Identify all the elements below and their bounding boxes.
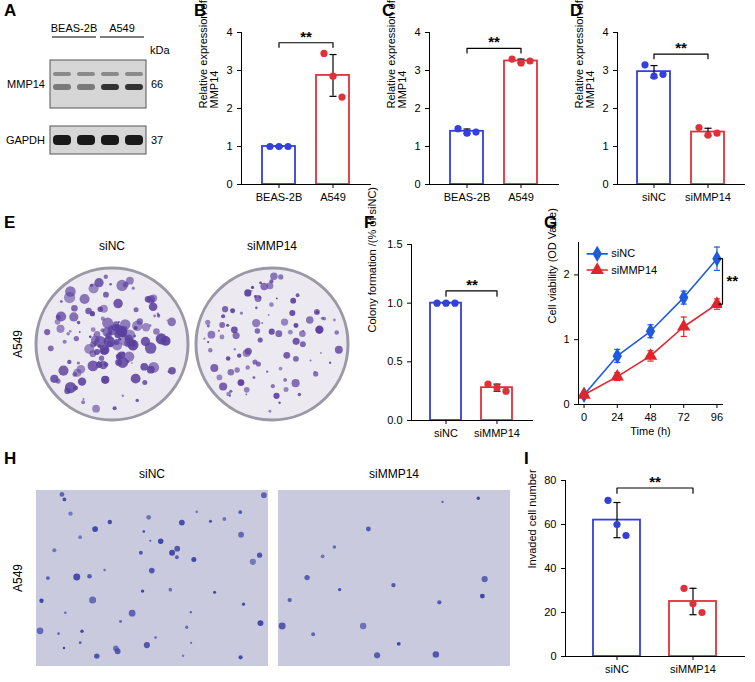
svg-text:3: 3 bbox=[414, 64, 420, 76]
svg-text:A549: A549 bbox=[508, 191, 534, 203]
svg-text:siNC: siNC bbox=[642, 191, 666, 203]
svg-text:24: 24 bbox=[611, 411, 623, 423]
svg-text:BEAS-2B: BEAS-2B bbox=[51, 22, 97, 34]
svg-text:siMMP14: siMMP14 bbox=[369, 467, 419, 481]
svg-text:A549: A549 bbox=[11, 330, 25, 358]
svg-text:4: 4 bbox=[414, 26, 420, 38]
svg-text:66: 66 bbox=[151, 78, 163, 90]
svg-text:1.5: 1.5 bbox=[387, 238, 402, 250]
svg-text:37: 37 bbox=[151, 134, 163, 146]
svg-text:1: 1 bbox=[563, 333, 569, 345]
svg-text:0: 0 bbox=[226, 178, 232, 190]
svg-text:**: ** bbox=[488, 33, 500, 50]
svg-text:60: 60 bbox=[544, 518, 556, 530]
svg-text:1: 1 bbox=[602, 140, 608, 152]
svg-text:A549: A549 bbox=[11, 564, 25, 592]
svg-text:48: 48 bbox=[644, 411, 656, 423]
svg-text:0: 0 bbox=[563, 398, 569, 410]
svg-text:0: 0 bbox=[550, 650, 556, 662]
svg-text:**: ** bbox=[300, 28, 312, 45]
svg-text:GAPDH: GAPDH bbox=[6, 134, 45, 146]
svg-text:40: 40 bbox=[544, 562, 556, 574]
svg-text:0.5: 0.5 bbox=[387, 355, 402, 367]
svg-text:2: 2 bbox=[563, 268, 569, 280]
svg-text:Invaded cell number: Invaded cell number bbox=[526, 469, 538, 568]
svg-text:**: ** bbox=[727, 272, 739, 289]
svg-text:0.0: 0.0 bbox=[387, 414, 402, 426]
svg-text:2: 2 bbox=[226, 102, 232, 114]
svg-text:siNC: siNC bbox=[139, 467, 165, 481]
svg-text:**: ** bbox=[675, 39, 687, 56]
svg-text:**: ** bbox=[466, 276, 478, 293]
svg-text:A549: A549 bbox=[320, 191, 346, 203]
svg-text:kDa: kDa bbox=[150, 44, 170, 56]
svg-text:80: 80 bbox=[544, 474, 556, 486]
svg-text:**: ** bbox=[649, 473, 661, 490]
svg-text:4: 4 bbox=[226, 26, 232, 38]
svg-text:siNC: siNC bbox=[99, 239, 125, 253]
svg-text:Colony formation /(% of siNC): Colony formation /(% of siNC) bbox=[366, 187, 378, 333]
svg-text:siNC: siNC bbox=[434, 427, 458, 439]
svg-text:1: 1 bbox=[414, 140, 420, 152]
svg-text:20: 20 bbox=[544, 606, 556, 618]
svg-text:siNC: siNC bbox=[611, 247, 635, 259]
svg-text:4: 4 bbox=[602, 26, 608, 38]
svg-text:0: 0 bbox=[414, 178, 420, 190]
svg-text:2: 2 bbox=[414, 102, 420, 114]
svg-text:72: 72 bbox=[678, 411, 690, 423]
svg-text:siMMP14: siMMP14 bbox=[611, 264, 657, 276]
svg-text:BEAS-2B: BEAS-2B bbox=[444, 191, 490, 203]
svg-text:1.0: 1.0 bbox=[387, 297, 402, 309]
svg-text:siNC: siNC bbox=[605, 663, 629, 675]
svg-text:siMMP14: siMMP14 bbox=[670, 663, 716, 675]
svg-text:96: 96 bbox=[711, 411, 723, 423]
svg-text:3: 3 bbox=[226, 64, 232, 76]
svg-text:siMMP14: siMMP14 bbox=[474, 427, 520, 439]
svg-text:MMP14: MMP14 bbox=[7, 78, 45, 90]
svg-text:2: 2 bbox=[602, 102, 608, 114]
svg-text:3: 3 bbox=[602, 64, 608, 76]
svg-text:0: 0 bbox=[581, 411, 587, 423]
svg-text:siMMP14: siMMP14 bbox=[247, 239, 297, 253]
svg-text:siMMP14: siMMP14 bbox=[685, 191, 731, 203]
svg-text:BEAS-2B: BEAS-2B bbox=[256, 191, 302, 203]
svg-text:0: 0 bbox=[602, 178, 608, 190]
svg-text:A549: A549 bbox=[109, 22, 135, 34]
svg-text:Time (h): Time (h) bbox=[630, 425, 671, 437]
svg-text:1: 1 bbox=[226, 140, 232, 152]
